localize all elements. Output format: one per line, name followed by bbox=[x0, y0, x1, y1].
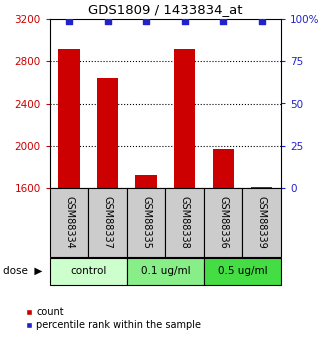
Bar bbox=[127, 258, 204, 285]
Point bbox=[221, 18, 226, 23]
Text: GSM88335: GSM88335 bbox=[141, 196, 151, 249]
Bar bbox=[50, 188, 88, 257]
Bar bbox=[251, 187, 272, 188]
Bar bbox=[88, 188, 127, 257]
Bar bbox=[165, 188, 204, 257]
Bar bbox=[58, 49, 80, 188]
Bar bbox=[242, 188, 281, 257]
Text: GSM88336: GSM88336 bbox=[218, 196, 228, 249]
Title: GDS1809 / 1433834_at: GDS1809 / 1433834_at bbox=[88, 3, 243, 17]
Text: dose  ▶: dose ▶ bbox=[3, 266, 43, 276]
Bar bbox=[204, 258, 281, 285]
Text: GSM88338: GSM88338 bbox=[179, 196, 190, 249]
Bar bbox=[204, 188, 242, 257]
Bar bbox=[213, 149, 234, 188]
Legend: count, percentile rank within the sample: count, percentile rank within the sample bbox=[21, 303, 205, 334]
Point bbox=[143, 18, 149, 23]
Bar bbox=[174, 49, 195, 188]
Bar bbox=[50, 258, 127, 285]
Text: control: control bbox=[70, 266, 107, 276]
Text: GSM88334: GSM88334 bbox=[64, 196, 74, 249]
Text: GSM88337: GSM88337 bbox=[102, 196, 113, 249]
Point bbox=[182, 18, 187, 23]
Point bbox=[105, 18, 110, 23]
Bar bbox=[135, 175, 157, 188]
Bar bbox=[127, 188, 165, 257]
Text: 0.5 ug/ml: 0.5 ug/ml bbox=[218, 266, 267, 276]
Text: GSM88339: GSM88339 bbox=[256, 196, 267, 249]
Point bbox=[259, 18, 264, 23]
Text: 0.1 ug/ml: 0.1 ug/ml bbox=[141, 266, 190, 276]
Bar bbox=[97, 78, 118, 188]
Point bbox=[66, 18, 72, 23]
